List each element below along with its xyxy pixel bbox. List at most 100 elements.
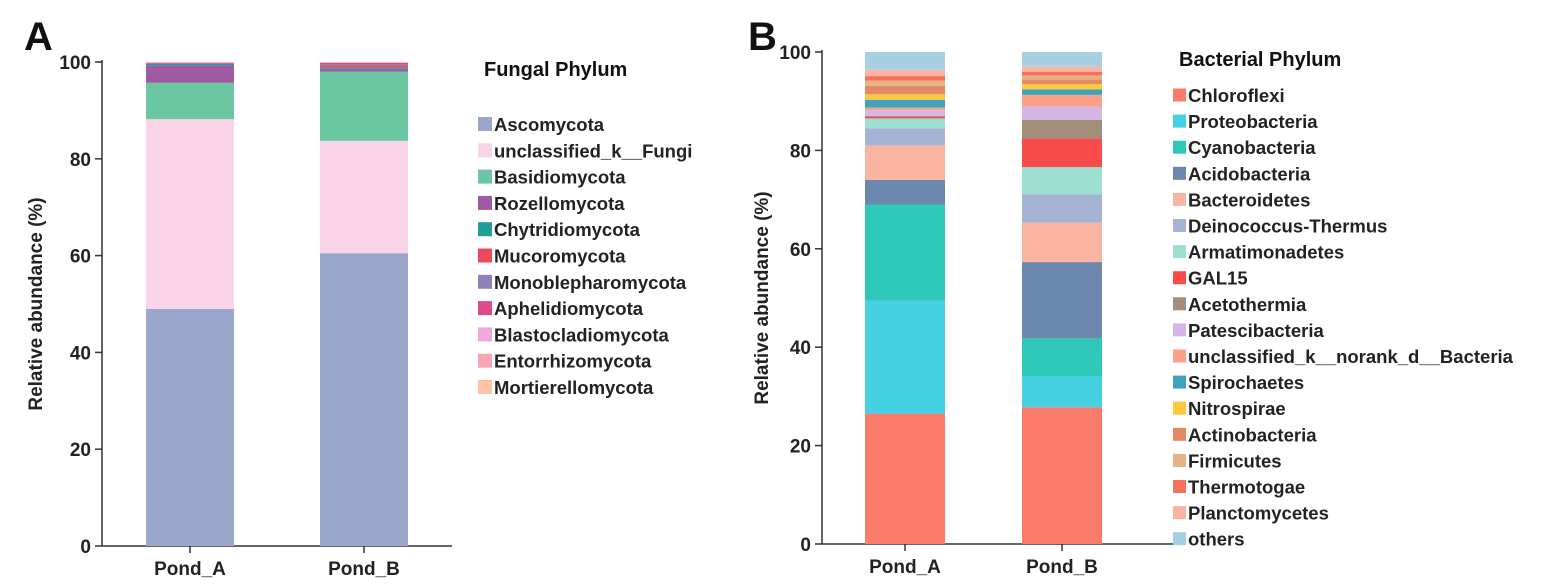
bar-segment-Pond_A-Basidiomycota xyxy=(146,82,234,120)
bar-segment-Pond_B-Nitrospirae xyxy=(1022,83,1102,90)
bar-segment-Pond_B-Acidobacteria xyxy=(1022,262,1102,339)
y-tick-label: 100 xyxy=(779,43,811,64)
legend-swatch xyxy=(1173,245,1186,259)
bar-segment-Pond_A-Rozellomycota xyxy=(146,65,234,83)
bar-segment-Pond_B-Thermotogae xyxy=(1022,71,1102,76)
y-tick-label: 60 xyxy=(790,240,811,261)
legend-title: Fungal Phylum xyxy=(484,59,627,81)
legend-swatch xyxy=(1173,323,1186,337)
bar-segment-Pond_B-Monoblepharomycota xyxy=(320,64,408,66)
legend-swatch xyxy=(1173,480,1186,493)
x-tick-label: Pond_A xyxy=(869,557,941,578)
bar-segment-Pond_B-Ascomycota xyxy=(320,253,408,546)
legend-label: Patescibacteria xyxy=(1188,320,1324,341)
legend-swatch xyxy=(1173,140,1186,154)
legend-label: Spirochaetes xyxy=(1188,372,1304,393)
bar-segment-Pond_A-Chloroflexi xyxy=(865,413,945,544)
bar-segment-Pond_A-Ascomycota xyxy=(146,308,234,546)
legend-swatch xyxy=(478,248,492,263)
legend-label: Acidobacteria xyxy=(1188,163,1311,184)
legend-label: Rozellomycota xyxy=(494,193,625,214)
bar-segment-Pond_B-others xyxy=(1022,52,1102,67)
legend-swatch xyxy=(1173,506,1186,520)
legend: Fungal Phylum Ascomycota unclassified_k__F… xyxy=(478,59,692,398)
bar-segment-Pond_A-Spirochaetes xyxy=(865,99,945,108)
bar-segment-Pond_B-Aphelidiomycota xyxy=(320,62,408,65)
legend-swatch xyxy=(1173,297,1186,311)
legend-label: Chloroflexi xyxy=(1188,85,1285,106)
y-tick-label: 100 xyxy=(59,53,91,74)
legend-swatch xyxy=(1173,192,1186,206)
legend-swatch xyxy=(478,195,492,210)
bar-segment-Pond_A-Proteobacteria xyxy=(865,300,945,414)
bar-segment-Pond_B-Actinobacteria xyxy=(1022,79,1102,84)
x-tick-label: Pond_B xyxy=(1026,557,1098,578)
legend-label: Planctomycetes xyxy=(1188,503,1329,524)
legend-swatch xyxy=(1173,375,1186,389)
legend-swatch xyxy=(478,222,492,237)
bar-segment-Pond_A-unclassified_k__Fungi xyxy=(146,119,234,309)
bar-segment-Pond_B-Patescibacteria xyxy=(1022,106,1102,120)
legend-label: GAL15 xyxy=(1188,268,1248,289)
y-tick-label: 0 xyxy=(80,537,91,558)
bar-segment-Pond_B-GAL15 xyxy=(1022,138,1102,168)
legend-label: Mortierellomycota xyxy=(494,377,654,398)
x-tick-label: Pond_B xyxy=(328,559,400,580)
bar-segment-Pond_A-Acidobacteria xyxy=(865,179,945,205)
legend-label: Ascomycota xyxy=(494,114,605,135)
legend-label: Deinococcus-Thermus xyxy=(1188,216,1387,237)
bar-segment-Pond_A-Armatimonadetes xyxy=(865,118,945,129)
panel-A: A 0 20 40 60 80 100 Relative abundance (%) Pond_… xyxy=(24,15,692,580)
y-axis-label: Relative abundance (%) xyxy=(752,191,773,404)
y-tick-label: 80 xyxy=(790,141,811,162)
bar-segment-Pond_B-Chytridiomycota xyxy=(320,67,408,69)
legend-label: Blastocladiomycota xyxy=(494,324,669,345)
y-tick-label: 60 xyxy=(70,247,91,268)
bar-segment-Pond_A-Firmicutes xyxy=(865,80,945,86)
legend-label: Actinobacteria xyxy=(1188,424,1317,445)
legend-swatch xyxy=(1173,271,1186,285)
legend-swatch xyxy=(1173,453,1186,467)
y-tick-label: 40 xyxy=(70,343,91,364)
legend-label: Acetothermia xyxy=(1188,294,1307,315)
legend-label: Firmicutes xyxy=(1188,450,1282,471)
legend-title: Bacterial Phylum xyxy=(1179,49,1341,71)
legend-swatch xyxy=(1173,349,1186,363)
panel-B: B 0 20 40 60 80 100 Relative abundance (%) Pond_… xyxy=(748,15,1514,578)
legend-label: Aphelidiomycota xyxy=(494,298,644,319)
legend-swatch xyxy=(1173,427,1186,441)
bar-segment-Pond_A-Actinobacteria xyxy=(865,85,945,95)
bar-segment-Pond_B-Deinococcus-Thermus xyxy=(1022,194,1102,223)
legend-label: Basidiomycota xyxy=(494,167,626,188)
legend-swatch xyxy=(1173,401,1186,415)
legend-swatch xyxy=(1173,219,1186,232)
legend-label: Entorrhizomycota xyxy=(494,351,652,372)
legend-swatch xyxy=(478,169,492,184)
y-tick-label: 20 xyxy=(70,440,91,461)
legend-swatch xyxy=(478,117,492,131)
bar-segment-Pond_A-Patescibacteria xyxy=(865,110,945,116)
bar-segment-Pond_A-unclassified_k__norank_d__Bacteria xyxy=(865,107,945,111)
legend-swatch xyxy=(1173,166,1186,180)
legend-label: Armatimonadetes xyxy=(1188,242,1344,263)
bar-segment-Pond_A-Thermotogae xyxy=(865,76,945,81)
bar-segment-Pond_B-Mucoromycota xyxy=(320,65,408,68)
legend-label: Mucoromycota xyxy=(494,246,626,267)
bar-segment-Pond_A-Chytridiomycota xyxy=(146,63,234,66)
legend-swatch xyxy=(478,143,492,158)
x-tick-label: Pond_A xyxy=(154,559,226,580)
bar-segment-Pond_B-Armatimonadetes xyxy=(1022,167,1102,195)
legend-swatch xyxy=(478,301,492,316)
legend-swatch xyxy=(1173,88,1186,102)
bar-segment-Pond_A-GAL15 xyxy=(865,116,945,119)
y-tick-label: 80 xyxy=(70,150,91,171)
bar-segment-Pond_A-Cyanobacteria xyxy=(865,204,945,301)
y-tick-label: 0 xyxy=(800,535,811,556)
bar-segment-Pond_B-Planctomycetes xyxy=(1022,66,1102,72)
bar-segment-Pond_B-Proteobacteria xyxy=(1022,376,1102,408)
legend-swatch xyxy=(478,327,492,342)
legend-label: unclassified_k__Fungi xyxy=(494,140,692,161)
panel-label: B xyxy=(748,15,777,59)
legend-label: unclassified_k__norank_d__Bacteria xyxy=(1188,346,1514,367)
